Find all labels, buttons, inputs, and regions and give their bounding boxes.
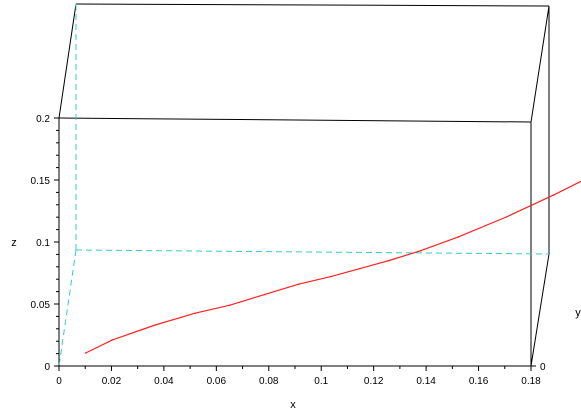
box-edge-top-back [75,3,550,7]
series-point [263,293,266,296]
series-point [359,267,361,270]
box-edge-top-front [58,117,532,123]
box-edge-right-bottom-depth [530,253,550,367]
series-point [505,216,508,218]
x-tick-label: 0.14 [416,376,436,387]
x-tick-label: 0.06 [207,376,227,387]
series-point [553,193,556,196]
z-tick-label: 0.15 [31,176,51,187]
series-point [388,259,391,262]
series-point [330,275,332,278]
series-point [229,304,231,307]
x-tick-label: 0.12 [364,376,384,387]
hidden-edge-floor-back [75,249,550,255]
x-tick-label: 0.18 [521,376,541,387]
z-axis-ticks: 0 0.05 0.1 0.15 0.2 [31,114,59,373]
series-point [111,339,114,341]
x-axis-label: x [290,399,296,411]
series-layer [84,180,581,354]
z-tick-label: 0 [44,362,50,373]
z-axis-label: z [11,237,17,249]
x-axis-ticks: 0 0.02 0.04 0.06 0.08 0.1 0.12 0.14 0.16 0.18 [56,366,541,387]
box-frame [58,3,550,367]
x-tick-label: 0.04 [154,376,174,387]
y-axis-ticks: 00.050.10.15 [531,362,546,373]
x-tick-label: 0.1 [314,376,328,387]
series-point [457,236,460,238]
z-tick-label: 0.05 [31,300,51,311]
x-tick-label: 0.16 [469,376,489,387]
box-edge-right-back-vertical [530,5,550,123]
x-tick-label: 0.02 [102,376,122,387]
hidden-edges [58,4,550,367]
x-tick-label: 0 [56,376,62,387]
y-tick-label: 0 [540,362,546,373]
series-point [194,312,196,315]
x-tick-label: 0.08 [259,376,279,387]
series-point [298,283,300,285]
series-line-0 [85,180,581,354]
series-point [154,324,156,326]
z-tick-label: 0.2 [36,114,50,125]
box-edge-left-back-vertical [58,3,77,119]
series-point [420,249,422,252]
y-axis-label: y [575,307,581,319]
series-point [84,352,87,354]
z-tick-label: 0.1 [36,238,50,249]
hidden-edge-floor-left [58,249,77,367]
